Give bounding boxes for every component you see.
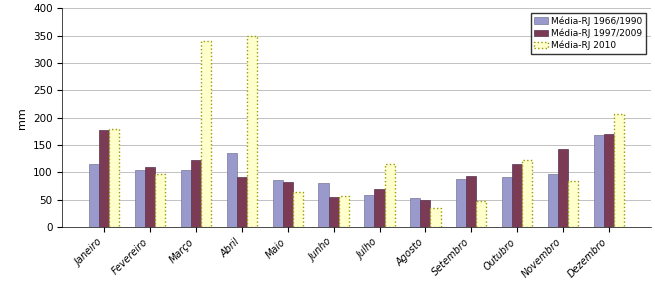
Bar	[522, 160, 533, 227]
Bar	[568, 181, 578, 227]
Bar	[502, 177, 512, 227]
Bar	[237, 177, 247, 227]
Bar	[89, 164, 99, 227]
Bar	[604, 134, 614, 227]
Bar	[594, 135, 604, 227]
Bar	[181, 170, 191, 227]
Bar	[247, 36, 257, 227]
Bar	[145, 167, 155, 227]
Bar	[558, 149, 568, 227]
Bar	[364, 195, 375, 227]
Bar	[155, 174, 165, 227]
Bar	[293, 192, 303, 227]
Bar	[614, 114, 624, 227]
Bar	[466, 176, 476, 227]
Bar	[329, 197, 339, 227]
Bar	[283, 182, 293, 227]
Bar	[272, 180, 283, 227]
Bar	[201, 41, 211, 227]
Bar	[512, 164, 522, 227]
Bar	[339, 196, 348, 227]
Bar	[99, 130, 109, 227]
Bar	[410, 198, 421, 227]
Bar	[135, 170, 145, 227]
Bar	[476, 201, 487, 227]
Bar	[384, 164, 395, 227]
Bar	[456, 179, 466, 227]
Bar	[548, 174, 558, 227]
Bar	[109, 129, 119, 227]
Bar	[375, 189, 384, 227]
Legend: Média-RJ 1966/1990, Média-RJ 1997/2009, Média-RJ 2010: Média-RJ 1966/1990, Média-RJ 1997/2009, …	[531, 13, 646, 54]
Bar	[421, 200, 430, 227]
Y-axis label: mm: mm	[17, 107, 28, 129]
Bar	[191, 160, 201, 227]
Bar	[430, 208, 441, 227]
Bar	[227, 153, 237, 227]
Bar	[318, 183, 329, 227]
